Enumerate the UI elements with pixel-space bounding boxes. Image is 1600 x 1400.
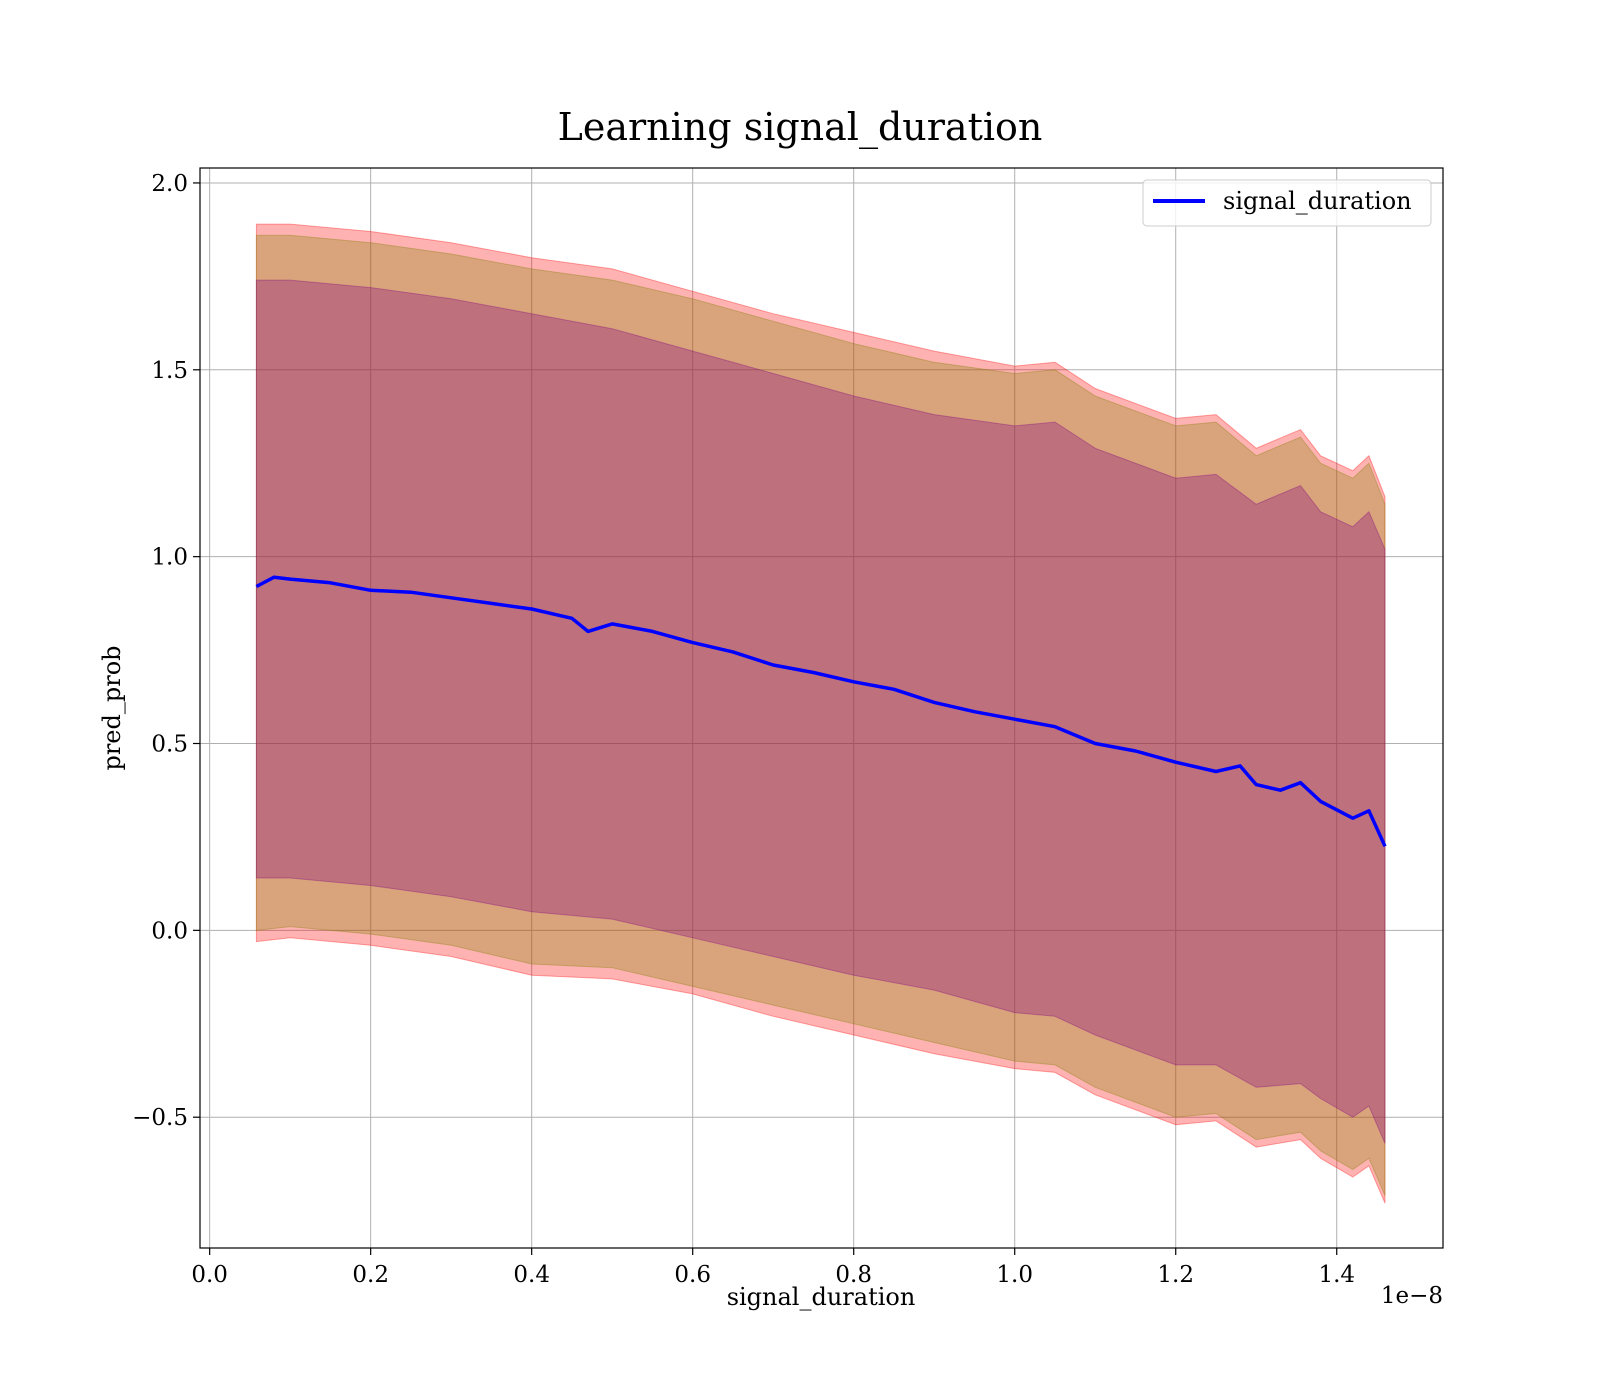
x-axis-ticks: 0.0 0.2 0.4 0.6 0.8 1.0 1.2 1.4: [191, 1248, 1355, 1288]
x-tick-label-5: 1.0: [996, 1262, 1033, 1288]
y-tick-label-2: 0.5: [151, 732, 188, 758]
confidence-band-2: [255, 279, 1386, 1144]
series-line-0: [255, 575, 1387, 848]
confidence-band-1: [255, 234, 1386, 1196]
legend-frame: [1142, 179, 1432, 227]
x-tick-label-3: 0.6: [674, 1262, 711, 1288]
y-axis-label: pred_prob: [98, 645, 126, 770]
x-tick-label-0: 0.0: [191, 1262, 228, 1288]
legend-label: signal_duration: [1223, 187, 1412, 215]
x-tick-label-1: 0.2: [352, 1262, 389, 1288]
legend: signal_duration: [1142, 179, 1432, 227]
y-tick-label-3: 1.0: [151, 545, 188, 571]
chart-title: Learning signal_duration: [558, 105, 1043, 150]
plot-frame: [199, 167, 1444, 1249]
x-tick-label-2: 0.4: [513, 1262, 550, 1288]
grid: [200, 168, 1443, 1248]
confidence-band-0: [255, 223, 1386, 1204]
y-tick-label-5: 2.0: [151, 171, 188, 197]
confidence-bands: [255, 223, 1386, 1204]
y-axis-ticks: −0.5 0.0 0.5 1.0 1.5 2.0: [132, 171, 200, 1131]
x-tick-label-6: 1.2: [1157, 1262, 1194, 1288]
x-axis-label: signal_duration: [727, 1283, 916, 1311]
y-tick-label-4: 1.5: [151, 358, 188, 384]
x-tick-label-7: 1.4: [1318, 1262, 1355, 1288]
y-tick-label-0: −0.5: [132, 1105, 188, 1131]
x-tick-label-4: 0.8: [835, 1262, 872, 1288]
x-axis-offset-label: 1e−8: [1381, 1283, 1443, 1309]
series-lines: [255, 575, 1387, 848]
y-tick-label-1: 0.0: [151, 918, 188, 944]
